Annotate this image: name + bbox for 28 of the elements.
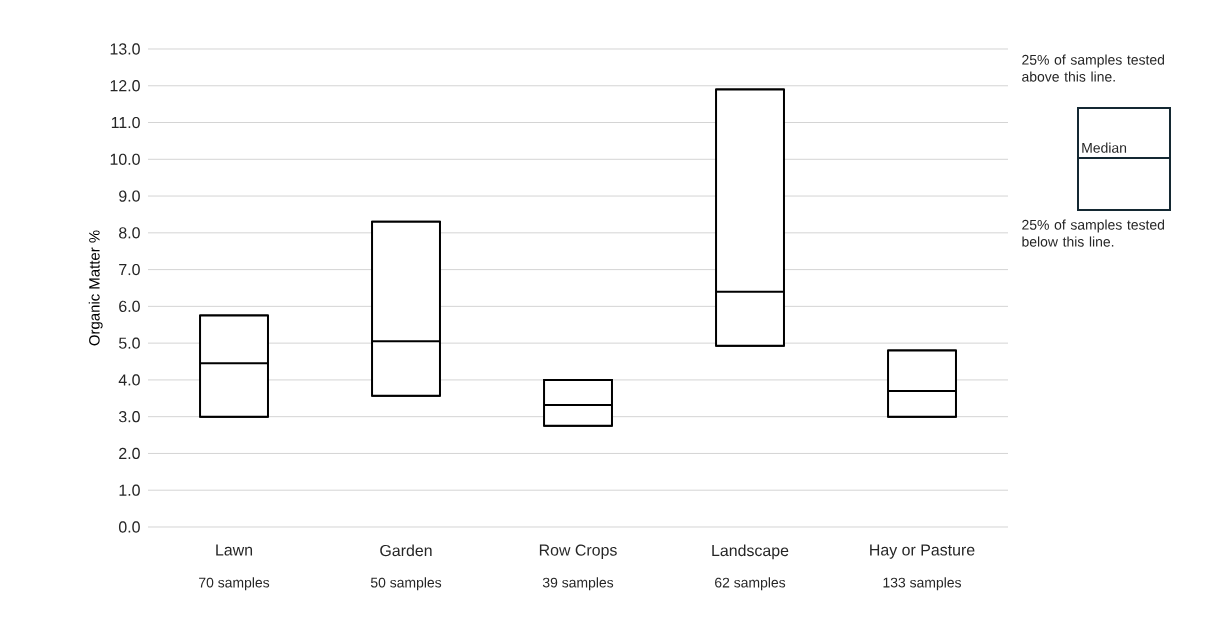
y-tick-label: 2.0 xyxy=(119,447,140,460)
y-tick-label: 7.0 xyxy=(119,263,140,276)
y-tick-label: 1.0 xyxy=(119,484,140,496)
text: 62 samples xyxy=(715,577,786,591)
y-tick-label: 12.0 xyxy=(110,80,140,92)
text: 25% of samples tested above this line. xyxy=(1022,54,1165,82)
text: 133 samples xyxy=(883,577,962,591)
y-tick-label: 13.0 xyxy=(110,43,140,55)
x-tick-label: Hay or Pasture xyxy=(870,544,975,559)
x-tick-label: Lawn xyxy=(216,544,253,556)
text: 39 samples xyxy=(542,577,614,591)
text: 50 samples xyxy=(370,577,442,591)
y-tick-label: 5.0 xyxy=(118,337,140,349)
y-tick-label: 8.0 xyxy=(119,227,140,239)
text: 70 samples xyxy=(199,577,270,591)
y-axis-title: Organic Matter % xyxy=(88,230,103,346)
y-tick-label: 3.0 xyxy=(118,411,140,423)
x-tick-label: Row Crops xyxy=(539,544,617,559)
y-tick-label: 4.0 xyxy=(118,374,140,386)
x-tick-label: Garden xyxy=(380,544,432,557)
text: 25% of samples tested below this line. xyxy=(1022,219,1165,247)
y-tick-label: 0.0 xyxy=(118,521,140,533)
y-tick-label: 6.0 xyxy=(119,300,140,313)
x-tick-label: Landscape xyxy=(712,544,789,560)
text: Median xyxy=(1082,142,1127,153)
y-tick-label: 9.0 xyxy=(119,190,140,202)
y-tick-label: 10.0 xyxy=(110,153,140,165)
y-tick-label: 11.0 xyxy=(111,116,140,129)
